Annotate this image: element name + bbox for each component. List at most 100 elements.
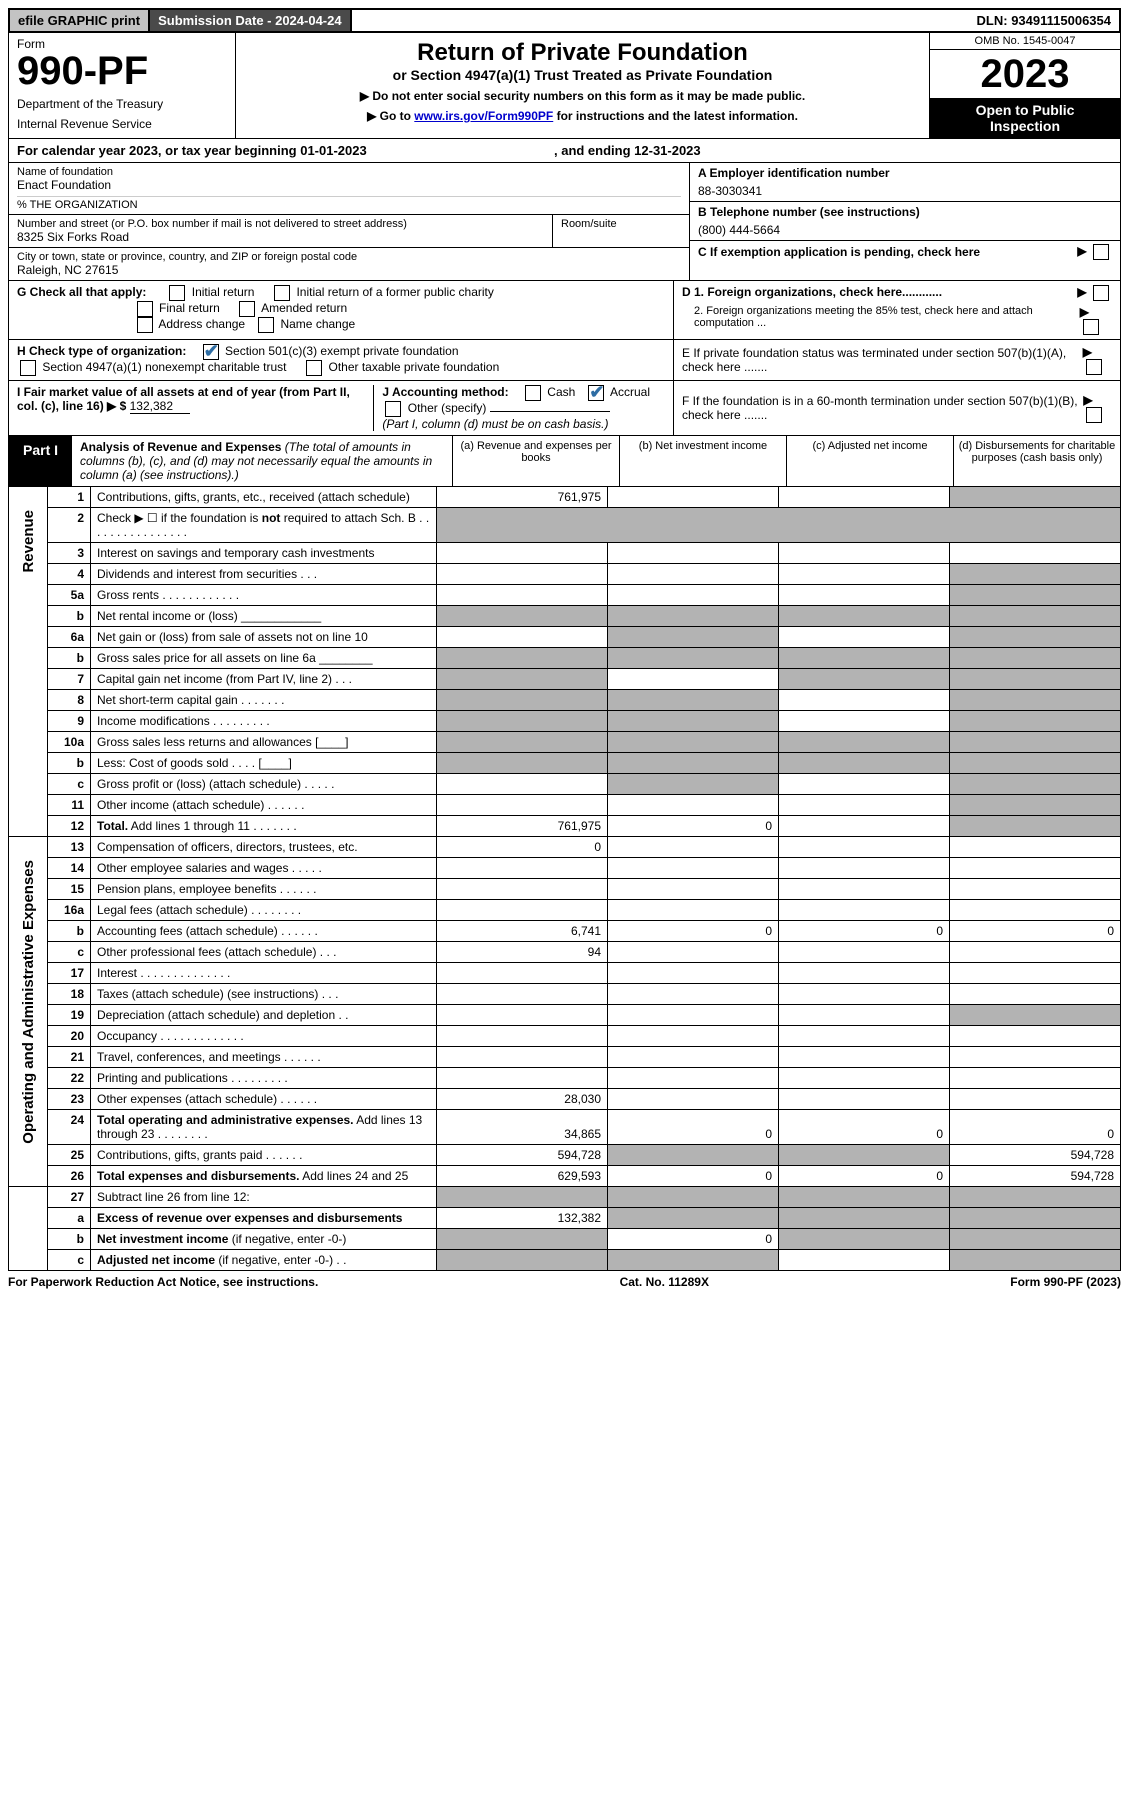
line-number: 23 (48, 1089, 91, 1110)
amount-cell (437, 690, 608, 711)
amount-cell (779, 837, 950, 858)
j-label: J Accounting method: (382, 385, 508, 399)
amount-cell (779, 942, 950, 963)
table-row: 14Other employee salaries and wages . . … (9, 858, 1121, 879)
amount-cell (779, 487, 950, 508)
line-number: 22 (48, 1068, 91, 1089)
amount-cell (779, 1187, 950, 1208)
section-spacer (9, 1187, 48, 1271)
amount-cell (608, 1047, 779, 1068)
table-row: 20Occupancy . . . . . . . . . . . . . (9, 1026, 1121, 1047)
note-ssn: ▶ Do not enter social security numbers o… (246, 89, 919, 103)
amount-cell (608, 669, 779, 690)
d2-checkbox[interactable] (1083, 319, 1099, 335)
line-number: 11 (48, 795, 91, 816)
amount-cell (779, 564, 950, 585)
identity-block: Name of foundation Enact Foundation % TH… (8, 163, 1121, 281)
amount-cell (608, 1068, 779, 1089)
table-row: 12Total. Add lines 1 through 11 . . . . … (9, 816, 1121, 837)
line-description: Interest on savings and temporary cash i… (91, 543, 437, 564)
amount-cell (608, 1208, 779, 1229)
open-to-public: Open to Public Inspection (930, 98, 1120, 138)
line-description: Excess of revenue over expenses and disb… (91, 1208, 437, 1229)
e-label: E If private foundation status was termi… (682, 346, 1083, 374)
j-accrual-checkbox[interactable] (588, 385, 604, 401)
line-number: 27 (48, 1187, 91, 1208)
h-other-checkbox[interactable] (306, 360, 322, 376)
amount-cell (950, 942, 1121, 963)
arrow-icon: ▶ (1077, 244, 1086, 258)
amount-cell (437, 795, 608, 816)
g-address-change[interactable] (137, 317, 153, 333)
h-4947-checkbox[interactable] (20, 360, 36, 376)
line-number: 19 (48, 1005, 91, 1026)
table-row: cOther professional fees (attach schedul… (9, 942, 1121, 963)
j-cash-checkbox[interactable] (525, 385, 541, 401)
amount-cell (608, 879, 779, 900)
amount-cell: 594,728 (950, 1166, 1121, 1187)
dept-treasury: Department of the Treasury (17, 97, 227, 111)
line-description: Net rental income or (loss) ____________ (91, 606, 437, 627)
amount-cell (437, 543, 608, 564)
dln: DLN: 93491115006354 (969, 10, 1119, 31)
calendar-year-row: For calendar year 2023, or tax year begi… (8, 139, 1121, 163)
line-number: 6a (48, 627, 91, 648)
amount-cell (950, 1229, 1121, 1250)
form-header: Form 990-PF Department of the Treasury I… (8, 33, 1121, 139)
amount-cell (950, 487, 1121, 508)
efile-graphic[interactable]: efile GRAPHIC print (10, 10, 150, 31)
g-initial-return[interactable] (169, 285, 185, 301)
street-address: 8325 Six Forks Road (17, 230, 544, 244)
amount-cell: 0 (437, 837, 608, 858)
amount-cell (950, 711, 1121, 732)
form-footer: Form 990-PF (2023) (1010, 1275, 1121, 1289)
amount-cell: 0 (608, 816, 779, 837)
amount-cell (608, 774, 779, 795)
line-description: Net gain or (loss) from sale of assets n… (91, 627, 437, 648)
form990pf-link[interactable]: www.irs.gov/Form990PF (414, 109, 553, 123)
table-row: 27Subtract line 26 from line 12: (9, 1187, 1121, 1208)
d1-checkbox[interactable] (1093, 285, 1109, 301)
amount-cell (437, 669, 608, 690)
phone-value: (800) 444-5664 (698, 223, 1112, 237)
amount-cell (950, 1187, 1121, 1208)
amount-cell (608, 942, 779, 963)
form-subtitle: or Section 4947(a)(1) Trust Treated as P… (246, 67, 919, 83)
amount-cell (437, 606, 608, 627)
line-number: 17 (48, 963, 91, 984)
g-initial-former[interactable] (274, 285, 290, 301)
g-name-change[interactable] (258, 317, 274, 333)
line-description: Income modifications . . . . . . . . . (91, 711, 437, 732)
table-row: Revenue1Contributions, gifts, grants, et… (9, 487, 1121, 508)
line-description: Other expenses (attach schedule) . . . .… (91, 1089, 437, 1110)
c-checkbox[interactable] (1093, 244, 1109, 260)
line-description: Total operating and administrative expen… (91, 1110, 437, 1145)
amount-cell (779, 1208, 950, 1229)
f-checkbox[interactable] (1086, 407, 1102, 423)
e-checkbox[interactable] (1086, 359, 1102, 375)
g-final-return[interactable] (137, 301, 153, 317)
line-number: 7 (48, 669, 91, 690)
part1-tag: Part I (9, 436, 72, 486)
amount-cell: 0 (779, 1166, 950, 1187)
amount-cell (437, 1026, 608, 1047)
line-number: 9 (48, 711, 91, 732)
top-bar: efile GRAPHIC print Submission Date - 20… (8, 8, 1121, 33)
table-row: 7Capital gain net income (from Part IV, … (9, 669, 1121, 690)
amount-cell (608, 1187, 779, 1208)
g-amended-return[interactable] (239, 301, 255, 317)
amount-cell (950, 1047, 1121, 1068)
table-row: 8Net short-term capital gain . . . . . .… (9, 690, 1121, 711)
amount-cell (608, 837, 779, 858)
line-number: 5a (48, 585, 91, 606)
line-number: b (48, 1229, 91, 1250)
line-number: 14 (48, 858, 91, 879)
j-other-checkbox[interactable] (385, 401, 401, 417)
line-description: Pension plans, employee benefits . . . .… (91, 879, 437, 900)
h-501c3-checkbox[interactable] (203, 344, 219, 360)
line-description: Legal fees (attach schedule) . . . . . .… (91, 900, 437, 921)
table-row: aExcess of revenue over expenses and dis… (9, 1208, 1121, 1229)
line-number: 12 (48, 816, 91, 837)
line-description: Adjusted net income (if negative, enter … (91, 1250, 437, 1271)
amount-cell: 629,593 (437, 1166, 608, 1187)
